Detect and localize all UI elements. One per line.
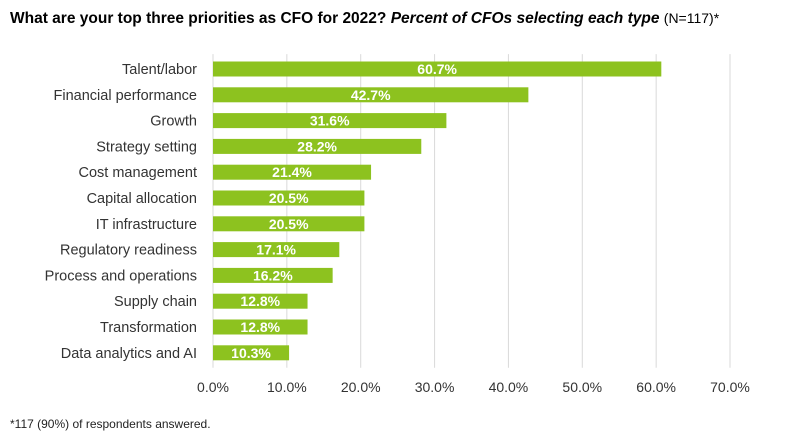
bar-data-label: 42.7%	[351, 87, 391, 103]
category-label: Strategy setting	[96, 139, 197, 155]
bar-data-label: 12.8%	[240, 319, 280, 335]
gridlines	[212, 54, 731, 368]
bar	[213, 87, 529, 103]
bar	[213, 267, 333, 283]
category-label: Regulatory readiness	[60, 243, 197, 259]
x-tick-label: 40.0%	[489, 379, 529, 395]
bars: 60.7% 42.7%31.6% 28.2% 21.4% 20.5% 20.5% 17.1%…	[213, 61, 662, 361]
bar	[213, 113, 447, 129]
bar	[213, 345, 290, 361]
x-tick-label: 60.0%	[636, 379, 676, 395]
bar-data-label: 17.1%	[256, 242, 296, 258]
category-label: Supply chain	[114, 294, 197, 310]
chart-title: What are your top three priorities as CF…	[10, 10, 795, 28]
x-tick-label: 70.0%	[710, 379, 750, 395]
bar-data-label: 28.2%	[297, 138, 337, 154]
bar	[213, 190, 365, 206]
chart-title-emphasis: Percent of CFOs selecting each type	[390, 10, 660, 27]
x-tick-label: 20.0%	[341, 379, 381, 395]
bar	[213, 319, 308, 335]
bar-chart: 60.7% 42.7%31.6% 28.2% 21.4% 20.5% 20.5% 17.1%…	[45, 54, 750, 395]
x-axis-tick-labels: 0.0% 10.0% 20.0% 30.0% 40.0% 50.0% 60.0% 70.0%	[197, 379, 750, 395]
category-label: Cost management	[79, 165, 197, 181]
x-tick-label: 0.0%	[197, 379, 229, 395]
bar-data-label: 31.6%	[310, 113, 350, 129]
category-label: Growth	[150, 114, 197, 130]
category-label: IT infrastructure	[96, 217, 197, 233]
x-tick-label: 10.0%	[267, 379, 307, 395]
bar-data-label: 60.7%	[417, 61, 457, 77]
bar-data-label: 10.3%	[231, 345, 271, 361]
x-tick-label: 30.0%	[415, 379, 455, 395]
category-label: Capital allocation	[87, 191, 197, 207]
bar-data-label: 16.2%	[253, 267, 293, 283]
chart-title-sample: (N=117)*	[663, 10, 720, 26]
category-labels: Talent/labor Financial performance Growth S…	[45, 62, 198, 362]
bar	[213, 164, 372, 180]
category-label: Transformation	[100, 320, 197, 336]
bar-data-label: 20.5%	[269, 216, 309, 232]
bar-data-label: 21.4%	[272, 164, 312, 180]
bar	[213, 61, 662, 77]
bar	[213, 242, 340, 258]
category-label: Talent/labor	[122, 62, 197, 78]
footnote: *117 (90%) of respondents answered.	[10, 417, 211, 431]
category-label: Financial performance	[54, 88, 197, 104]
bar-data-label: 20.5%	[269, 190, 309, 206]
category-label: Data analytics and AI	[61, 346, 197, 362]
bar	[213, 293, 308, 309]
bar	[213, 138, 422, 154]
category-label: Process and operations	[45, 268, 197, 284]
chart-title-main: What are your top three priorities as CF…	[10, 10, 387, 27]
x-tick-label: 50.0%	[562, 379, 602, 395]
bar	[213, 216, 365, 232]
bar-data-label: 12.8%	[240, 293, 280, 309]
